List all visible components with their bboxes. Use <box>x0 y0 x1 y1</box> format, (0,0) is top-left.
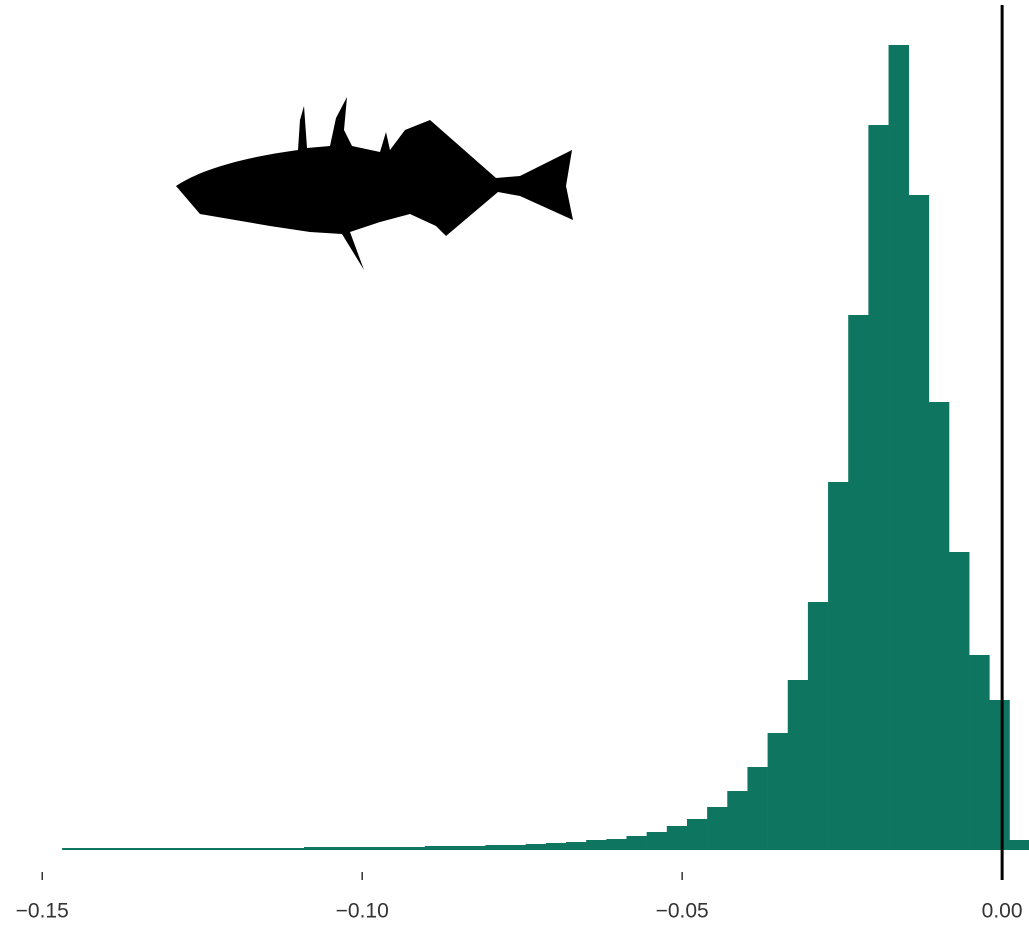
bar <box>606 839 627 850</box>
bar <box>525 844 547 850</box>
bar <box>324 847 345 850</box>
bar <box>283 848 305 850</box>
bar <box>908 195 930 850</box>
bar <box>364 847 385 850</box>
bar <box>445 846 466 850</box>
bar <box>767 733 789 850</box>
bar <box>928 402 950 850</box>
bar <box>303 847 325 850</box>
bar <box>989 700 1010 850</box>
bar <box>142 848 164 850</box>
fish-silhouette <box>176 97 573 270</box>
bar <box>969 655 990 850</box>
bar <box>666 826 688 850</box>
x-tick-label: −0.05 <box>656 900 709 923</box>
x-tick-label: −0.10 <box>336 900 389 923</box>
bar <box>626 836 647 850</box>
bar <box>727 791 748 850</box>
bar <box>344 847 365 850</box>
bar <box>505 845 526 850</box>
bar <box>122 848 144 850</box>
bar <box>465 846 486 850</box>
bar <box>949 552 970 850</box>
bar <box>485 845 506 850</box>
bar <box>223 848 244 850</box>
bar <box>848 315 869 850</box>
bar <box>62 848 83 850</box>
bar <box>1009 840 1029 850</box>
bar <box>384 847 406 850</box>
bar <box>566 842 587 850</box>
x-tick-label: −0.15 <box>16 900 69 923</box>
bar <box>263 848 285 850</box>
bar <box>828 482 849 850</box>
x-tick-label: 0.00 <box>982 900 1023 923</box>
bar <box>545 843 567 850</box>
bar <box>787 680 809 850</box>
bar <box>707 807 728 850</box>
bar <box>747 767 768 850</box>
bar <box>888 45 909 850</box>
bar <box>424 846 446 850</box>
bar <box>807 602 829 850</box>
bar <box>162 848 184 850</box>
bar <box>686 819 708 850</box>
bar <box>203 848 224 850</box>
bar <box>646 832 668 850</box>
bar <box>82 848 103 850</box>
bar <box>868 125 889 850</box>
bar <box>243 848 264 850</box>
bar <box>183 848 204 850</box>
bar <box>102 848 123 850</box>
bar <box>586 840 607 850</box>
bar <box>404 847 426 850</box>
